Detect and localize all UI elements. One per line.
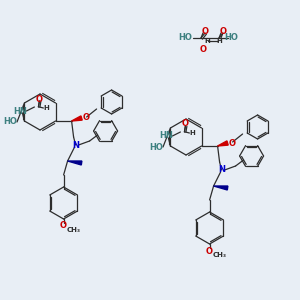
Polygon shape (218, 141, 228, 146)
Text: HO: HO (178, 34, 192, 43)
Text: O: O (220, 28, 226, 37)
Text: O: O (229, 139, 236, 148)
Text: O: O (83, 113, 90, 122)
Text: N: N (218, 166, 225, 175)
Text: O: O (202, 28, 208, 37)
Text: N: N (72, 140, 79, 149)
Text: HO: HO (149, 142, 163, 152)
Text: H: H (190, 130, 195, 136)
Text: HO: HO (3, 118, 17, 127)
Text: CH₃: CH₃ (67, 227, 81, 233)
Polygon shape (214, 186, 228, 190)
Text: O: O (200, 46, 206, 55)
Polygon shape (68, 161, 82, 165)
Text: HO: HO (224, 34, 238, 43)
Text: O: O (206, 247, 213, 256)
Text: CH₃: CH₃ (213, 252, 226, 258)
Text: H: H (44, 105, 49, 111)
Text: HN: HN (14, 106, 27, 116)
Text: HN: HN (160, 131, 173, 140)
Text: O: O (36, 94, 43, 103)
Text: O: O (182, 119, 189, 128)
Text: H: H (204, 38, 210, 44)
Polygon shape (72, 116, 82, 121)
Text: O: O (60, 221, 67, 230)
Text: H: H (216, 38, 222, 44)
